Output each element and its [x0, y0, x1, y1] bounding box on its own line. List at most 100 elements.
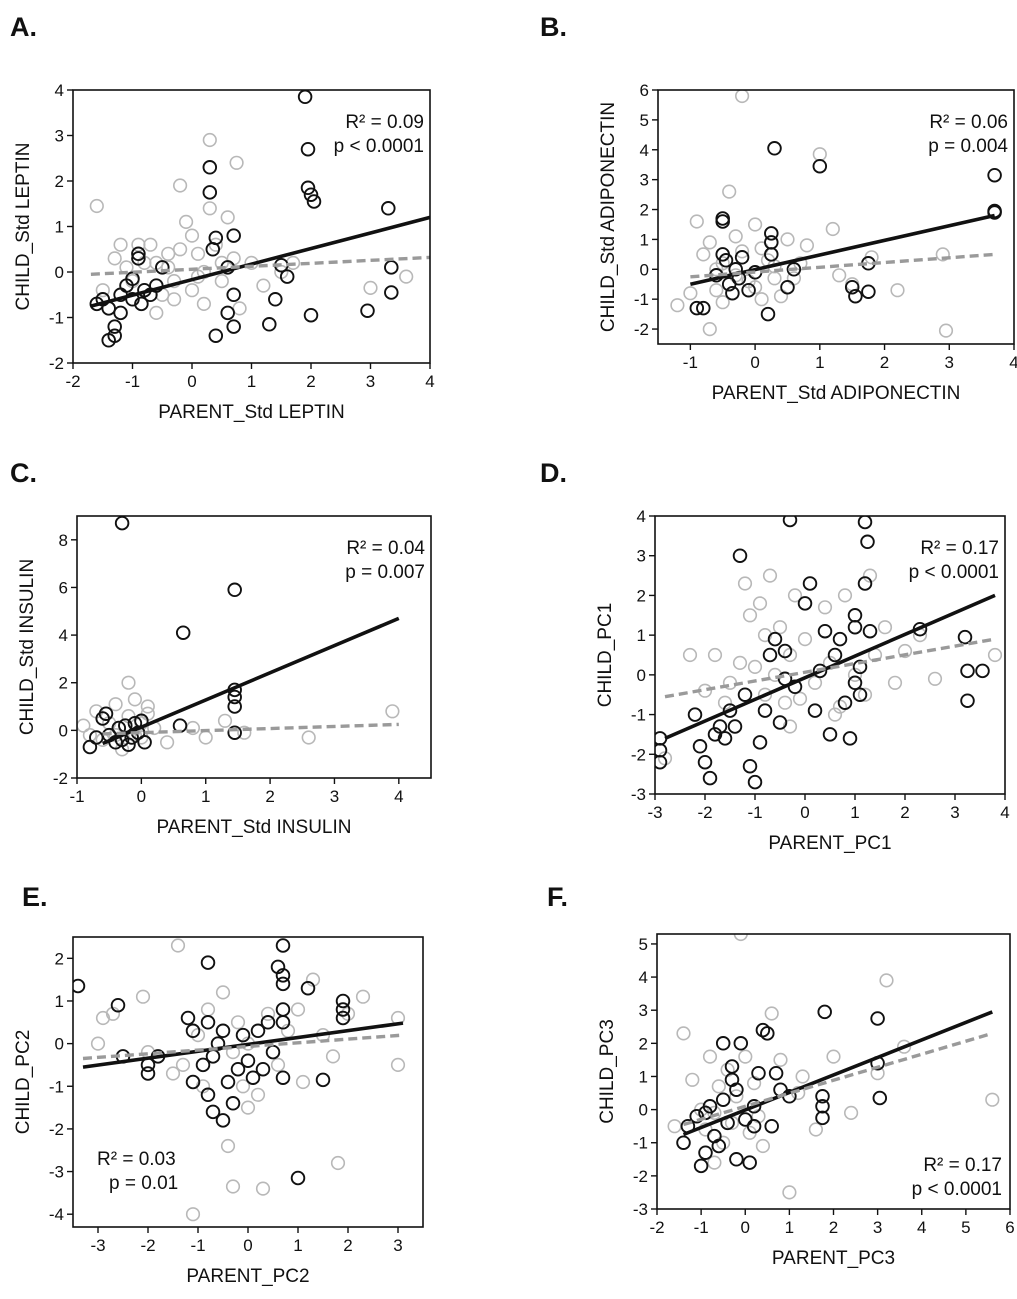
data-point-light: [160, 735, 175, 750]
data-point-dark: [227, 582, 242, 598]
data-point-dark: [275, 938, 291, 953]
data-point-light: [742, 608, 758, 623]
data-point-light: [256, 278, 271, 293]
data-point-dark: [137, 735, 152, 750]
data-point-dark: [722, 703, 738, 718]
x-tick-label: 2: [829, 1218, 838, 1237]
data-point-light: [325, 1049, 341, 1064]
y-tick-label: 3: [637, 547, 646, 566]
data-point-light: [709, 262, 724, 277]
data-point-dark: [303, 187, 319, 202]
x-tick-label: -3: [647, 803, 662, 822]
y-tick-label: -1: [634, 290, 649, 309]
panel-4: D. -3 -2 -1 0 1 2 3 4 -3 -2 -1 0 1 2 3 4 PARENT_PC1 CHILD_…: [540, 458, 1010, 854]
x-axis-label: PARENT_Std INSULIN: [157, 817, 352, 838]
plot-area: [667, 934, 1000, 1200]
data-point-dark: [225, 1096, 241, 1111]
x-tick-label: -3: [90, 1236, 105, 1255]
y-tick-label: -2: [631, 745, 646, 764]
data-point-light: [390, 1057, 406, 1072]
data-point-light: [250, 1087, 266, 1102]
data-point-dark: [698, 1145, 713, 1160]
y-tick-label: 5: [639, 935, 648, 954]
data-point-dark: [727, 719, 743, 734]
x-tick-label: 0: [243, 1236, 252, 1255]
stats-annotation: R² = 0.09: [345, 112, 424, 133]
y-tick-label: 4: [637, 507, 646, 526]
data-point-light: [232, 301, 247, 316]
data-point-light: [747, 280, 763, 295]
y-tick-label: 2: [55, 949, 64, 968]
data-point-light: [832, 268, 847, 283]
x-tick-label: -1: [694, 1218, 709, 1237]
x-tick-label: 3: [950, 803, 959, 822]
data-point-light: [728, 229, 743, 244]
data-point-dark: [847, 619, 863, 635]
data-point-dark: [696, 300, 711, 316]
data-point-dark: [777, 643, 793, 659]
data-point-dark: [815, 1089, 830, 1104]
x-tick-label: 3: [945, 353, 954, 372]
data-point-dark: [335, 1010, 351, 1026]
data-point-dark: [134, 296, 149, 312]
data-point-light: [363, 280, 378, 296]
data-point-dark: [155, 260, 170, 275]
plot-area: [655, 516, 1003, 790]
fit-line-dashed: [90, 255, 430, 276]
stats-annotation: p < 0.0001: [909, 562, 999, 583]
data-point-dark: [975, 663, 990, 679]
data-point-light: [938, 323, 954, 338]
data-point-dark: [689, 300, 705, 316]
data-point-light: [808, 1122, 824, 1137]
y-axis-label: CHILD_PC2: [13, 1030, 34, 1135]
data-point-light: [667, 1119, 682, 1134]
data-point-dark: [711, 1138, 727, 1154]
panel-6: F.-2 -1 0 1 2 3 4 5 6-3-2-1012345PARENT_PC3CHILD…: [547, 882, 1015, 1269]
data-point-light: [862, 568, 878, 583]
data-point-dark: [114, 516, 130, 531]
data-point-dark: [861, 284, 876, 299]
x-tick-label: 4: [917, 1218, 926, 1237]
y-axis-label: CHILD_Std LEPTIN: [13, 143, 34, 311]
data-point-dark: [98, 706, 114, 721]
data-point-light: [890, 283, 905, 298]
data-point-light: [747, 659, 763, 675]
data-point-light: [214, 274, 229, 289]
data-point-light: [772, 620, 788, 635]
data-point-dark: [762, 647, 778, 663]
data-point-light: [709, 283, 724, 298]
data-point-dark: [208, 230, 224, 246]
data-point-dark: [734, 250, 750, 265]
data-point-dark: [847, 675, 863, 691]
x-tick-label: 0: [137, 787, 146, 806]
data-point-dark: [195, 1057, 211, 1073]
data-point-light: [734, 244, 750, 259]
y-tick-label: 1: [637, 626, 646, 645]
data-point-dark: [715, 214, 730, 229]
x-tick-label: 2: [880, 353, 889, 372]
data-point-dark: [687, 707, 703, 722]
data-point-dark: [697, 754, 713, 770]
x-tick-label: 4: [1000, 803, 1009, 822]
plot-area: [89, 90, 430, 348]
data-point-light: [702, 1049, 718, 1064]
data-point-light: [161, 260, 176, 275]
data-point-light: [95, 283, 110, 298]
data-point-dark: [712, 719, 728, 734]
x-tick-label: -1: [747, 803, 762, 822]
stats-annotation: p = 0.007: [345, 562, 425, 583]
panel-label: A.: [10, 12, 37, 42]
stats-annotation: R² = 0.04: [346, 538, 425, 559]
x-tick-label: 4: [425, 372, 434, 391]
panel-3: C. -1 0 1 2 3 4 -2 0 2 4 6 8 PARENT_Std INSULIN CHILD_…: [10, 458, 432, 838]
data-point-dark: [200, 955, 216, 970]
data-point-dark: [807, 703, 823, 718]
data-point-dark: [131, 246, 146, 262]
data-point-light: [149, 305, 164, 321]
data-point-light: [217, 713, 233, 728]
data-point-dark: [220, 1074, 236, 1090]
panel-label: E.: [22, 882, 48, 912]
data-point-light: [200, 1002, 216, 1017]
plot-area: [670, 90, 1002, 338]
data-point-dark: [205, 1049, 221, 1064]
